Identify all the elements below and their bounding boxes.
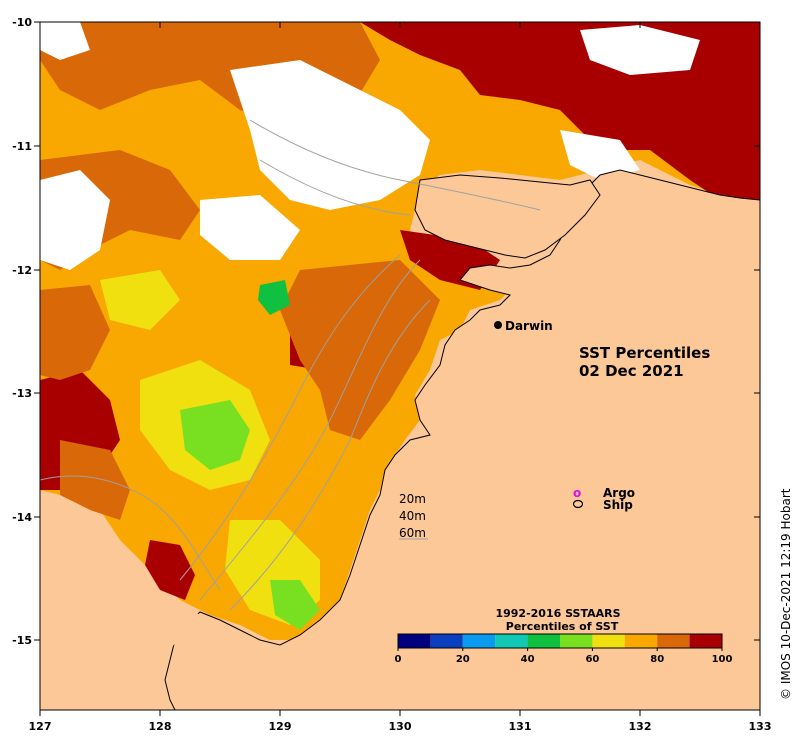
y-tick-label: -13 bbox=[12, 387, 32, 400]
colorbar-title-line2: Percentiles of SST bbox=[506, 620, 619, 633]
depth-label-20: 20m bbox=[399, 492, 426, 506]
colorbar-ticks: 0 20 40 60 80 100 bbox=[395, 648, 733, 665]
sst-brown-center bbox=[280, 260, 440, 440]
y-tick-label: -12 bbox=[12, 264, 32, 277]
x-tick-label: 130 bbox=[389, 720, 412, 733]
colorbar-tick-label: 100 bbox=[712, 654, 733, 665]
colorbar-swatch bbox=[624, 634, 658, 648]
sst-green-center bbox=[180, 400, 250, 470]
x-axis: 127 128 129 130 131 132 133 bbox=[29, 22, 772, 733]
nodata-cloud-2 bbox=[230, 60, 430, 210]
argo-symbol-icon: o bbox=[573, 486, 581, 500]
colorbar-tick-label: 20 bbox=[456, 654, 470, 665]
map-title: SST Percentiles 02 Dec 2021 bbox=[579, 344, 710, 380]
land-areas bbox=[40, 169, 761, 711]
sst-dark-red-south bbox=[145, 540, 195, 600]
darwin-dot bbox=[494, 321, 502, 329]
colorbar-swatch bbox=[495, 634, 528, 648]
colorbar-title-line1: 1992-2016 SSTAARS bbox=[495, 607, 620, 620]
sst-brown-southwest bbox=[60, 440, 130, 520]
y-tick-label: -15 bbox=[12, 634, 32, 647]
ship-label: Ship bbox=[603, 498, 633, 512]
colorbar-tick-label: 80 bbox=[650, 654, 664, 665]
colorbar-swatch bbox=[398, 634, 431, 648]
depth-label-60: 60m bbox=[399, 526, 426, 540]
colorbar: 1992-2016 SSTAARS Percentiles of SST 0 20… bbox=[395, 607, 733, 665]
nodata-cloud-1 bbox=[40, 170, 110, 270]
colorbar-tick-label: 40 bbox=[521, 654, 535, 665]
ship-symbol-icon bbox=[572, 499, 584, 509]
colorbar-swatch bbox=[430, 634, 463, 648]
argo-label: Argo bbox=[603, 486, 635, 500]
colorbar-tick-label: 0 bbox=[395, 654, 402, 665]
sst-green-south bbox=[270, 580, 320, 630]
land-southwest bbox=[40, 500, 200, 710]
y-tick-label: -10 bbox=[12, 16, 32, 29]
nodata-cloud-4 bbox=[560, 130, 640, 180]
x-tick-label: 128 bbox=[149, 720, 172, 733]
colorbar-swatch bbox=[689, 634, 722, 648]
nodata-cloud-5 bbox=[580, 25, 700, 75]
colorbar-swatch bbox=[592, 634, 625, 648]
colorbar-swatches bbox=[397, 633, 723, 649]
bathymetry-contours bbox=[39, 119, 541, 611]
colorbar-swatch bbox=[560, 634, 593, 648]
sst-brown-west bbox=[40, 285, 110, 380]
colorbar-swatch bbox=[527, 634, 560, 648]
darwin-marker: Darwin bbox=[494, 319, 553, 333]
y-tick-label: -11 bbox=[12, 140, 32, 153]
title-line1: SST Percentiles bbox=[579, 344, 710, 362]
title-line2: 02 Dec 2021 bbox=[579, 362, 684, 380]
depth-legend: 20m 40m 60m bbox=[399, 492, 428, 540]
depth-label-40: 40m bbox=[399, 509, 426, 523]
x-tick-label: 129 bbox=[269, 720, 292, 733]
colorbar-swatch bbox=[657, 634, 690, 648]
credit-text: © IMOS 10-Dec-2021 12:19 Hobart bbox=[779, 488, 793, 700]
colorbar-swatch bbox=[462, 634, 496, 648]
x-tick-label: 127 bbox=[29, 720, 52, 733]
y-axis: -10 -11 -12 -13 -14 -15 bbox=[12, 16, 760, 647]
darwin-label: Darwin bbox=[505, 319, 553, 333]
platform-legend: o Argo Ship bbox=[572, 486, 635, 512]
colorbar-border bbox=[397, 633, 723, 649]
sst-yellow-west bbox=[100, 270, 180, 330]
x-tick-label: 132 bbox=[629, 720, 652, 733]
x-tick-label: 133 bbox=[749, 720, 772, 733]
nodata-cloud-3 bbox=[200, 195, 300, 260]
x-tick-label: 131 bbox=[509, 720, 532, 733]
land-islands bbox=[414, 174, 601, 259]
y-tick-label: -14 bbox=[12, 511, 32, 524]
nodata-cloud-6 bbox=[40, 22, 90, 60]
sst-green-north bbox=[258, 280, 290, 315]
colorbar-tick-label: 60 bbox=[585, 654, 599, 665]
